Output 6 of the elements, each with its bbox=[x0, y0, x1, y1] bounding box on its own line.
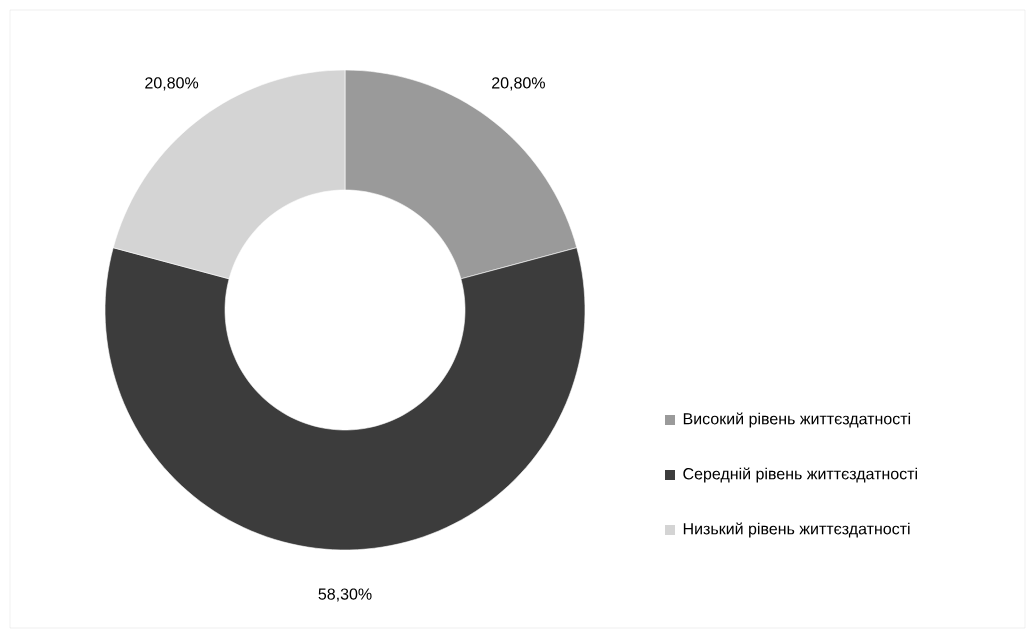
data-label: 58,30% bbox=[318, 588, 372, 602]
legend-label: Середній рівень життєздатності bbox=[683, 467, 917, 483]
data-label: 20,80% bbox=[492, 77, 545, 91]
legend-label: Високий рівень життєздатності bbox=[683, 412, 911, 428]
legend-label: Низький рівень життєздатності bbox=[683, 522, 910, 538]
data-label: 20,80% bbox=[145, 77, 199, 91]
